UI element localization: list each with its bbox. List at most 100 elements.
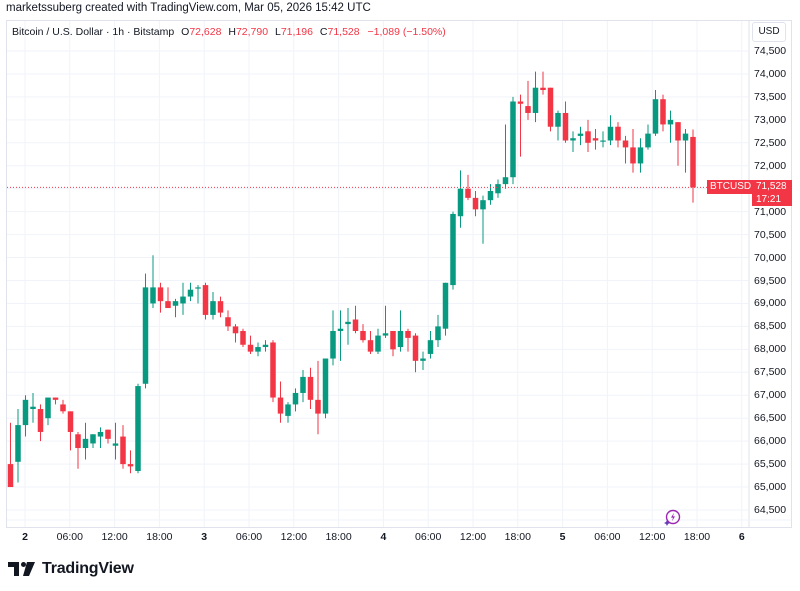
low-label: L — [275, 26, 281, 38]
price-tick-label: 74,000 — [754, 67, 787, 80]
candle-body — [315, 399, 321, 414]
candle-body — [150, 287, 156, 304]
open-label: O — [181, 26, 190, 38]
candle-body — [165, 301, 171, 309]
price-tick-label: 65,500 — [754, 458, 787, 471]
candle-body — [397, 330, 404, 348]
candle-body — [75, 434, 81, 449]
candle-body — [555, 112, 561, 127]
candle-body — [225, 317, 231, 327]
candle-body — [232, 326, 239, 334]
candle-body — [675, 122, 681, 141]
time-tick-label: 06:00 — [415, 531, 442, 543]
candle-body — [607, 126, 614, 141]
candle-body — [255, 347, 261, 352]
candle-body — [412, 335, 419, 361]
candle-body — [660, 99, 666, 125]
candle-body — [105, 429, 111, 439]
candle-body — [450, 213, 456, 286]
time-tick-label: 18:00 — [683, 531, 711, 543]
price-tick-label: 69,500 — [754, 274, 787, 287]
candle-body — [630, 147, 636, 164]
close-value: 71,528 — [327, 26, 360, 38]
candle-body — [547, 87, 554, 127]
price-tick-label: 73,000 — [754, 113, 787, 126]
candle-body — [142, 287, 149, 384]
lightning-icon[interactable] — [662, 508, 682, 528]
candle-body — [127, 464, 134, 467]
candle-body — [210, 301, 216, 315]
time-tick-label: 2 — [22, 531, 28, 543]
candle-body — [52, 397, 59, 400]
time-tick-label: 12:00 — [101, 531, 128, 543]
candle-body — [480, 200, 486, 210]
candle-body — [382, 333, 389, 336]
candle-body — [435, 326, 441, 341]
candle-body — [615, 126, 621, 141]
candle-body — [187, 289, 194, 297]
candle-body — [367, 340, 374, 352]
time-tick-label: 4 — [380, 531, 387, 543]
tradingview-logo-icon — [8, 562, 35, 576]
price-tick-label: 66,500 — [754, 412, 787, 425]
price-tick-label: 68,000 — [754, 343, 787, 356]
candle-body — [652, 99, 659, 134]
currency-button[interactable]: USD — [752, 22, 786, 42]
price-tick-label: 72,500 — [754, 136, 787, 149]
tradingview-logo-text: TradingView — [42, 560, 134, 577]
candle-body — [352, 319, 359, 331]
bar-countdown: 17:21 — [756, 194, 782, 206]
candle-body — [420, 358, 426, 361]
price-tick-label: 64,500 — [754, 504, 787, 516]
candle-body — [247, 344, 254, 352]
candle-body — [517, 101, 524, 104]
time-tick-label: 12:00 — [639, 531, 666, 543]
candle-body — [157, 287, 164, 302]
high-label: H — [228, 26, 236, 38]
candle-body — [390, 330, 396, 350]
price-tick-label: 74,500 — [754, 45, 787, 57]
candle-body — [322, 358, 329, 414]
time-tick-label: 06:00 — [594, 531, 621, 543]
candle-body — [667, 119, 674, 125]
high-value: 72,790 — [235, 26, 269, 38]
tradingview-logo[interactable]: TradingView — [8, 560, 134, 578]
time-tick-label: 12:00 — [280, 531, 307, 543]
price-tick-label: 72,000 — [754, 159, 787, 172]
candle-body — [37, 409, 44, 432]
candle-body — [97, 431, 104, 437]
candle-body — [510, 101, 516, 178]
price-tick-label: 69,000 — [754, 297, 787, 310]
price-tick-label: 70,000 — [754, 251, 787, 264]
candle-body — [307, 376, 314, 400]
candle-body — [472, 197, 479, 210]
candle-body — [487, 190, 494, 201]
candle-body — [592, 138, 599, 141]
time-tick-label: 18:00 — [504, 531, 531, 543]
candle-body — [577, 133, 584, 136]
candle-body — [120, 436, 126, 465]
candle-body — [330, 330, 336, 359]
candle-body — [112, 443, 119, 446]
candle-body — [337, 328, 344, 331]
open-value: 72,628 — [189, 26, 222, 38]
candle-body — [300, 376, 306, 393]
candle-body — [7, 464, 14, 488]
price-tick-label: 67,500 — [754, 366, 787, 379]
candle-body — [502, 177, 509, 185]
price-tick-label: 71,000 — [754, 205, 787, 218]
candle-body — [217, 301, 224, 313]
candle-body — [427, 340, 434, 354]
candle-body — [60, 404, 66, 412]
candle-body — [540, 87, 546, 91]
candle-body — [30, 406, 36, 410]
candle-body — [600, 140, 606, 142]
price-tick-label: 73,500 — [754, 90, 787, 103]
low-value: 71,196 — [280, 26, 313, 38]
candle-body — [15, 425, 21, 462]
price-tick-label: 66,000 — [754, 435, 787, 448]
candle-body — [690, 136, 696, 188]
candle-body — [682, 133, 689, 141]
candle-body — [172, 301, 179, 306]
